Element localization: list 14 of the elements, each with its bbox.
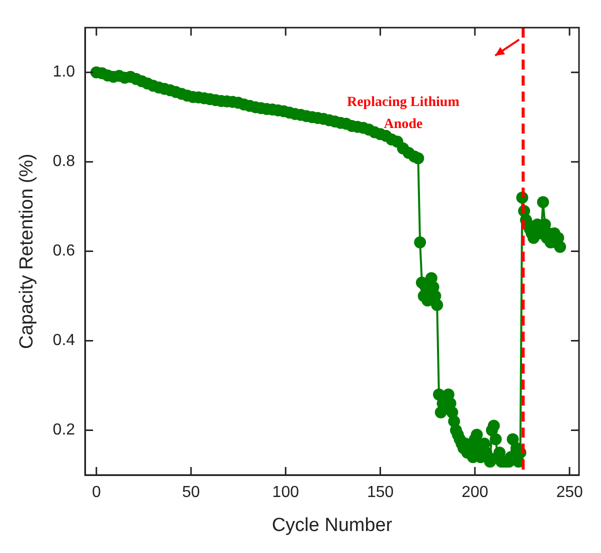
x-tick-label: 200 [462, 484, 488, 502]
x-tick-label: 250 [556, 484, 583, 502]
x-tick-label: 150 [366, 484, 394, 502]
y-axis-title: Capacity Retention (%) [16, 154, 38, 349]
x-tick-label: 0 [92, 484, 101, 502]
x-tick-label: 100 [272, 484, 300, 502]
x-tick-label: 50 [182, 484, 200, 502]
y-tick-label: 0.6 [52, 242, 76, 260]
y-tick-label: 0.4 [52, 332, 76, 350]
y-tick-label: 0.8 [52, 153, 76, 170]
y-tick-label: 1.0 [52, 64, 76, 81]
y-tick-label: 0.2 [52, 422, 76, 439]
x-axis-title: Cycle Number [272, 514, 393, 536]
ref-line-label: Replacing Lithium Anode [346, 95, 460, 132]
